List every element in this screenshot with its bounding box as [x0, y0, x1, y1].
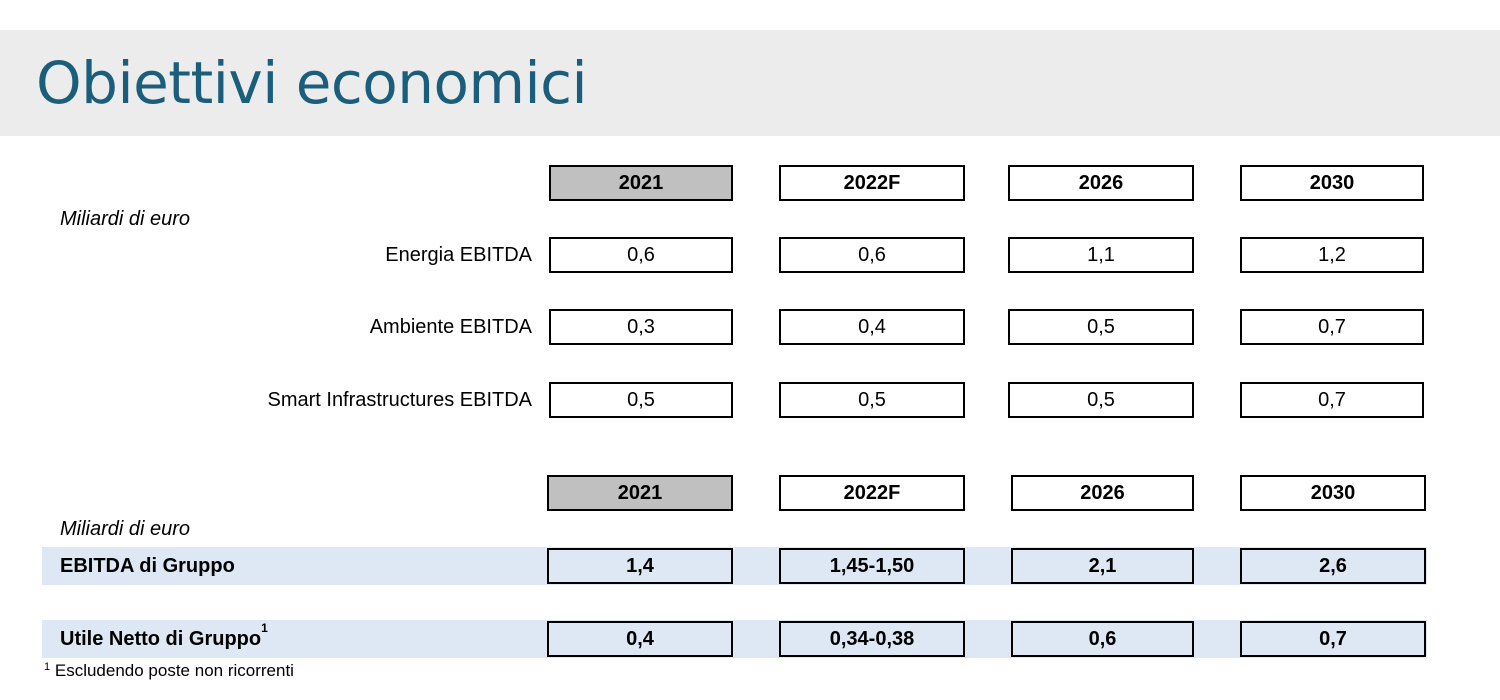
- table-cell: 0,6: [1011, 621, 1194, 657]
- year-header-2021: 2021: [547, 475, 733, 511]
- table-cell: 0,6: [779, 237, 965, 273]
- footnote-mark: 1: [261, 621, 268, 635]
- table-cell: 0,5: [1008, 309, 1194, 345]
- row-label-text: Utile Netto di Gruppo: [60, 628, 262, 650]
- table-cell: 0,7: [1240, 621, 1426, 657]
- year-header-2030: 2030: [1240, 475, 1426, 511]
- row-label-utile-netto: Utile Netto di Gruppo1: [60, 620, 268, 658]
- table-cell: 0,5: [549, 382, 733, 418]
- row-label-ebitda-gruppo: EBITDA di Gruppo: [60, 555, 235, 577]
- footnote-text: Escludendo poste non ricorrenti: [54, 661, 294, 680]
- footnote: 1 Escludendo poste non ricorrenti: [44, 660, 294, 682]
- footnote-mark: 1: [44, 661, 51, 673]
- table-cell: 0,7: [1240, 382, 1424, 418]
- table-cell: 0,4: [547, 621, 733, 657]
- table-cell: 0,3: [549, 309, 733, 345]
- table-cell: 0,6: [549, 237, 733, 273]
- table-cell: 1,1: [1008, 237, 1194, 273]
- row-label-smart-infrastructures: Smart Infrastructures EBITDA: [267, 389, 532, 411]
- table-cell: 0,5: [779, 382, 965, 418]
- year-header-2022f: 2022F: [779, 475, 965, 511]
- unit-label: Miliardi di euro: [60, 518, 191, 540]
- table-cell: 1,4: [547, 548, 733, 584]
- row-label-ambiente: Ambiente EBITDA: [369, 316, 532, 338]
- table-cell: 2,1: [1011, 548, 1194, 584]
- table-cell: 1,2: [1240, 237, 1424, 273]
- year-header-2022f: 2022F: [779, 165, 965, 201]
- row-label-energia: Energia EBITDA: [385, 244, 532, 266]
- table-cell: 0,4: [779, 309, 965, 345]
- highlight-band: [42, 620, 1427, 658]
- year-header-2021: 2021: [549, 165, 733, 201]
- table-cell: 0,34-0,38: [779, 621, 965, 657]
- table-cell: 0,5: [1008, 382, 1194, 418]
- year-header-2030: 2030: [1240, 165, 1424, 201]
- table-cell: 0,7: [1240, 309, 1424, 345]
- unit-label: Miliardi di euro: [60, 208, 191, 230]
- title-band: [0, 30, 1500, 136]
- table-cell: 2,6: [1240, 548, 1426, 584]
- year-header-2026: 2026: [1008, 165, 1194, 201]
- table-cell: 1,45-1,50: [779, 548, 965, 584]
- highlight-band: [42, 547, 1427, 585]
- year-header-2026: 2026: [1011, 475, 1194, 511]
- page-title: Obiettivi economici: [36, 49, 588, 117]
